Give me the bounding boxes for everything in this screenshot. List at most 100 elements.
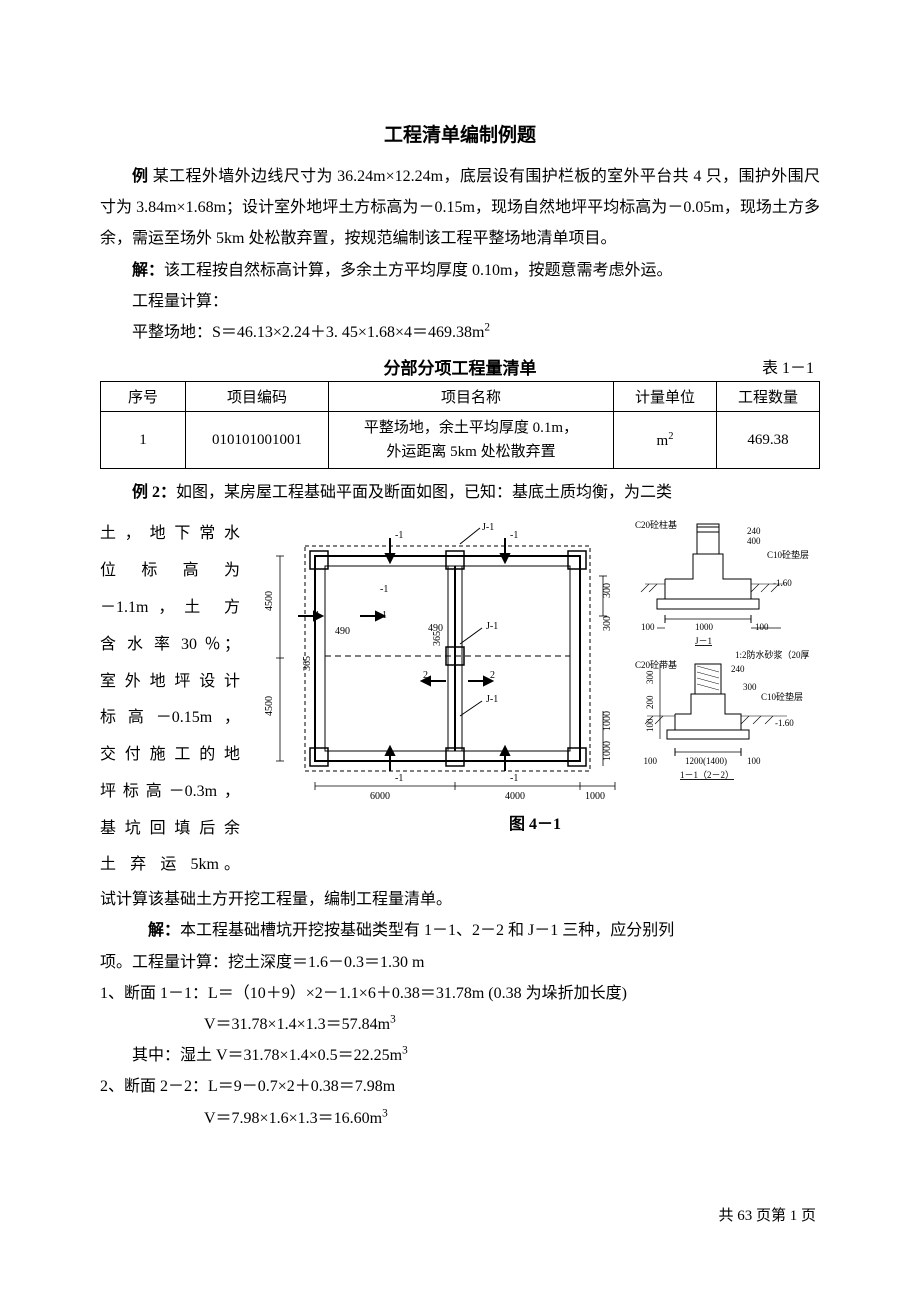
example-lead-2: 例 2： [132,484,176,501]
table-title-row: 分部分项工程量清单 表 1－1 [100,354,820,379]
th-seq: 序号 [101,382,186,412]
solution-lead-1: 解： [132,262,164,279]
th-qty: 工程数量 [717,382,820,412]
svg-text:240: 240 [731,664,745,674]
solution-lead-2: 解： [148,922,180,939]
svg-text:100: 100 [747,756,761,766]
cell-seq: 1 [101,412,186,469]
svg-text:C20砼柱基: C20砼柱基 [635,519,677,530]
wrap-line: －1.1m，土 方 [100,590,240,627]
svg-text:1: 1 [315,610,320,621]
table-header-row: 序号 项目编码 项目名称 计量单位 工程数量 [101,382,820,412]
cell-name-line1: 平整场地，余土平均厚度 0.1m， [364,420,578,436]
svg-text:1200(1400): 1200(1400) [685,756,727,766]
svg-text:1:2防水砂浆（20厚）: 1:2防水砂浆（20厚） [735,649,810,660]
svg-text:-1: -1 [395,773,403,784]
svg-text:C10砼垫层: C10砼垫层 [767,549,809,560]
calc-2: V＝31.78×1.4×1.3＝57.84m3 [100,1009,820,1040]
svg-text:100: 100 [644,756,658,766]
c5-sup: 3 [382,1107,388,1119]
svg-text:365: 365 [302,656,313,671]
wrap-line: 室外地坪设计 [100,664,240,701]
svg-text:1: 1 [382,610,387,621]
page-footer: 共 63 页第 1 页 [100,1204,820,1225]
c5-text: V＝7.98×1.6×1.3＝16.60m [204,1110,382,1127]
ex2-continue: 试计算该基础土方开挖工程量，编制工程量清单。 [100,884,820,915]
table-row: 1 010101001001 平整场地，余土平均厚度 0.1m， 外运距离 5k… [101,412,820,469]
ex2-first: 如图，某房屋工程基础平面及断面如图，已知：基底土质均衡，为二类 [176,484,672,501]
wrap-line: 土 弃 运 5km。 [100,847,240,884]
cell-unit: m2 [614,412,717,469]
cell-name-line2: 外运距离 5km 处松散弃置 [386,444,555,460]
th-code: 项目编码 [186,382,329,412]
svg-text:300: 300 [602,616,613,631]
svg-text:-1: -1 [395,530,403,541]
p4-sup: 2 [484,322,490,334]
svg-text:1000: 1000 [602,741,613,761]
wrap-line: 坪标高－0.3m， [100,774,240,811]
svg-text:C20砼带基: C20砼带基 [635,659,677,670]
calc-4: 2、断面 2－2：L＝9－0.7×2＋0.38＝7.98m [100,1071,820,1102]
solution-2-line1: 解：本工程基础槽坑开挖按基础类型有 1－1、2－2 和 J－1 三种，应分别列 [100,915,820,946]
svg-text:-1.60: -1.60 [773,578,792,588]
svg-text:-1: -1 [510,773,518,784]
example-lead-1: 例 [132,168,148,185]
svg-text:-1: -1 [380,584,388,595]
c3-sup: 3 [402,1045,408,1057]
svg-text:J-1: J-1 [486,694,498,705]
figure-4-1: J-1 -1-1 -1-1 -1 J-1 J-1 1 1 2 2 4500 45… [250,516,810,806]
paragraph-1: 例 某工程外墙外边线尺寸为 36.24m×12.24m，底层设有围护栏板的室外平… [100,161,820,255]
cell-name: 平整场地，余土平均厚度 0.1m， 外运距离 5km 处松散弃置 [329,412,614,469]
svg-text:100: 100 [755,622,769,632]
p4-text: 平整场地：S＝46.13×2.24＋3. 45×1.68×4＝469.38m [132,324,484,341]
svg-text:300: 300 [602,583,613,598]
svg-text:300: 300 [743,682,757,692]
c2-sup: 3 [390,1014,396,1026]
th-name: 项目名称 [329,382,614,412]
svg-text:1000: 1000 [602,711,613,731]
sol2-a: 本工程基础槽坑开挖按基础类型有 1－1、2－2 和 J－1 三种，应分别列 [180,922,674,939]
svg-text:400: 400 [747,536,761,546]
paragraph-4: 平整场地：S＝46.13×2.24＋3. 45×1.68×4＝469.38m2 [100,317,820,348]
wrap-right-figure: J-1 -1-1 -1-1 -1 J-1 J-1 1 1 2 2 4500 45… [240,516,820,834]
svg-text:4500: 4500 [264,591,275,611]
svg-text:100: 100 [645,718,655,732]
cell-unit-sup: 2 [668,431,673,442]
svg-text:J－1: J－1 [695,636,712,646]
bill-table: 序号 项目编码 项目名称 计量单位 工程数量 1 010101001001 平整… [100,381,820,469]
wrap-container: 土，地下常水 位 标 高 为 －1.1m，土 方 含 水 率 30 ％； 室外地… [100,516,820,884]
svg-text:1000: 1000 [585,791,605,802]
table-number: 表 1－1 [762,354,814,378]
svg-text:-1.60: -1.60 [775,718,794,728]
figure-caption: 图 4－1 [250,810,820,834]
paragraph-3: 工程量计算： [100,286,820,317]
svg-text:100: 100 [641,622,655,632]
cell-code: 010101001001 [186,412,329,469]
svg-text:2: 2 [490,670,495,681]
doc-title: 工程清单编制例题 [100,120,820,147]
svg-text:1－1（2－2）: 1－1（2－2） [680,770,734,780]
p2-text: 该工程按自然标高计算，多余土方平均厚度 0.10m，按题意需考虑外运。 [164,262,672,279]
figure-svg: J-1 -1-1 -1-1 -1 J-1 J-1 1 1 2 2 4500 45… [250,516,810,806]
svg-text:1000: 1000 [695,622,714,632]
svg-text:4000: 4000 [505,791,525,802]
wrap-line: 交付施工的地 [100,737,240,774]
svg-text:6000: 6000 [370,791,390,802]
svg-text:490: 490 [335,626,350,637]
svg-text:300: 300 [645,670,655,684]
svg-text:200: 200 [645,695,655,709]
wrap-line: 标高－0.15m， [100,700,240,737]
calc-3: 其中：湿土 V＝31.78×1.4×0.5＝22.25m3 [100,1040,820,1071]
wrap-left-text: 土，地下常水 位 标 高 为 －1.1m，土 方 含 水 率 30 ％； 室外地… [100,516,240,884]
p1-text: 某工程外墙外边线尺寸为 36.24m×12.24m，底层设有围护栏板的室外平台共… [100,168,820,247]
svg-text:240: 240 [747,526,761,536]
wrap-line: 土，地下常水 [100,516,240,553]
svg-text:365: 365 [432,631,443,646]
svg-text:J-1: J-1 [486,621,498,632]
svg-text:2: 2 [423,670,428,681]
wrap-line: 位 标 高 为 [100,553,240,590]
table-title: 分部分项工程量清单 [384,354,537,379]
svg-text:C10砼垫层: C10砼垫层 [761,691,803,702]
svg-text:4500: 4500 [264,696,275,716]
svg-text:-1: -1 [510,530,518,541]
